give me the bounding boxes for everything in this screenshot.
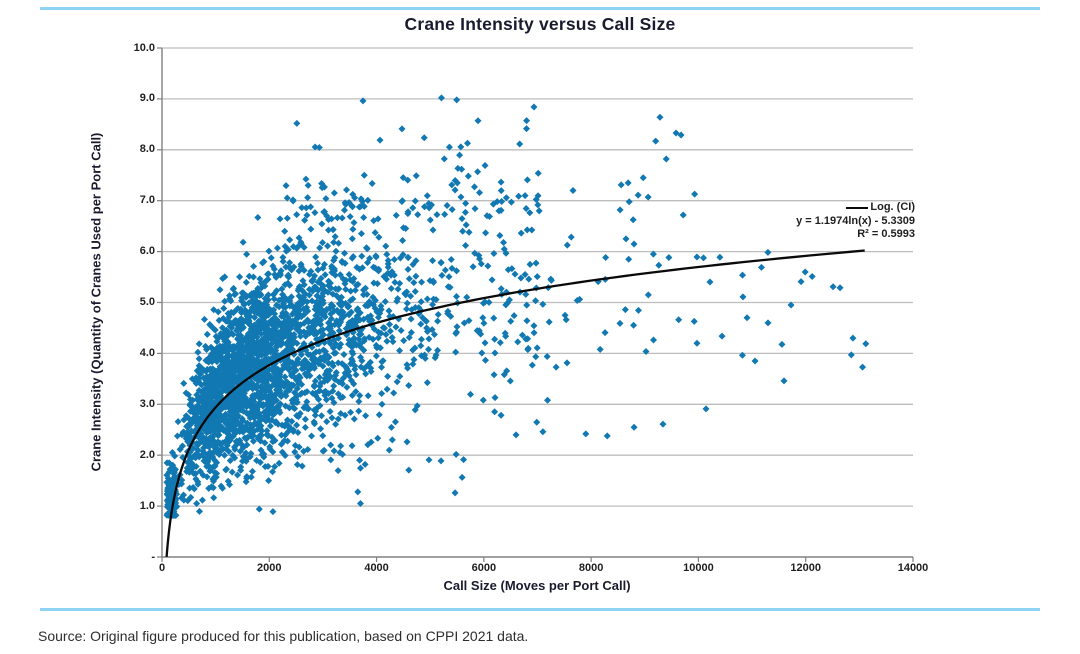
y-tick-label: 4.0 [139,346,155,359]
trendline-sample-icon [846,206,869,209]
y-tick-label: 9.0 [139,92,155,105]
y-tick-label: 1.0 [139,499,155,512]
x-tick-label: 10000 [683,562,714,574]
bottom-divider [40,608,1040,611]
x-tick-label: 12000 [790,562,821,574]
y-tick-label: 7.0 [139,194,155,207]
y-tick-label: 6.0 [139,245,155,258]
x-tick-label: 2000 [257,562,282,574]
x-tick-label: 4000 [364,562,389,574]
y-tick-label: 10.0 [133,41,155,54]
y-tick-label: 5.0 [139,296,155,308]
y-tick-label: - [151,550,155,563]
y-tick-label: 3.0 [139,397,155,410]
y-tick-label: 2.0 [139,448,155,461]
trendline-r-squared: R² = 0.5993 [857,228,915,240]
x-tick-label: 14000 [897,562,929,574]
source-note: Source: Original figure produced for thi… [38,628,529,644]
x-tick-label: 0 [158,562,166,574]
y-tick-label: 8.0 [139,143,155,156]
trendline-equation: y = 1.1974ln(x) - 5.3309 [796,214,915,227]
chart-title: Crane Intensity versus Call Size [404,14,676,34]
legend-entry: Log. (CI) [796,201,915,215]
x-tick-label: 6000 [471,562,497,574]
x-axis-title: Call Size (Moves per Port Call) [443,578,631,593]
x-tick-label: 8000 [578,562,604,574]
trendline-label: Log. (CI) [870,201,915,213]
y-axis-title: Crane Intensity (Quantity of Cranes Used… [88,132,104,472]
trendline-legend: Log. (CI) y = 1.1974ln(x) - 5.3309 R² = … [796,201,915,242]
